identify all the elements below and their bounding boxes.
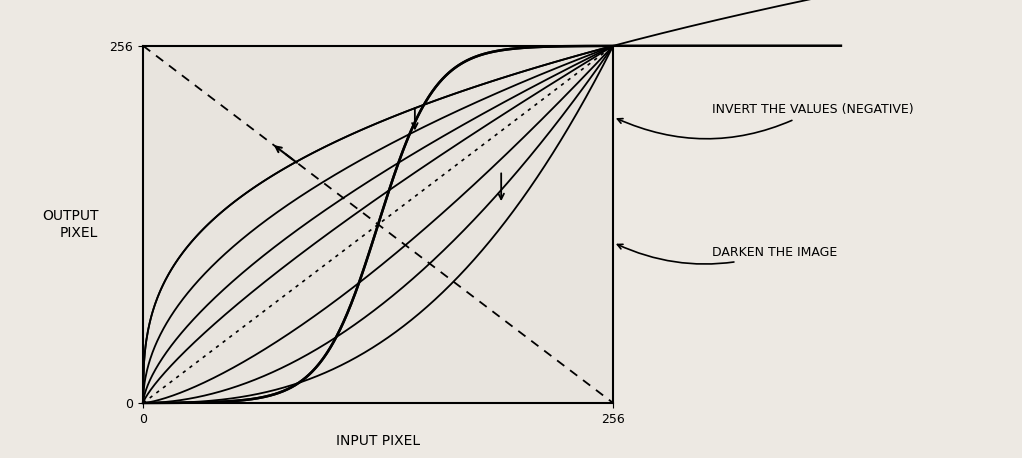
X-axis label: INPUT PIXEL: INPUT PIXEL: [336, 434, 420, 448]
Text: INVERT THE VALUES (NEGATIVE): INVERT THE VALUES (NEGATIVE): [617, 104, 914, 139]
Text: DARKEN THE IMAGE: DARKEN THE IMAGE: [617, 244, 838, 264]
Y-axis label: OUTPUT
PIXEL: OUTPUT PIXEL: [42, 209, 98, 240]
